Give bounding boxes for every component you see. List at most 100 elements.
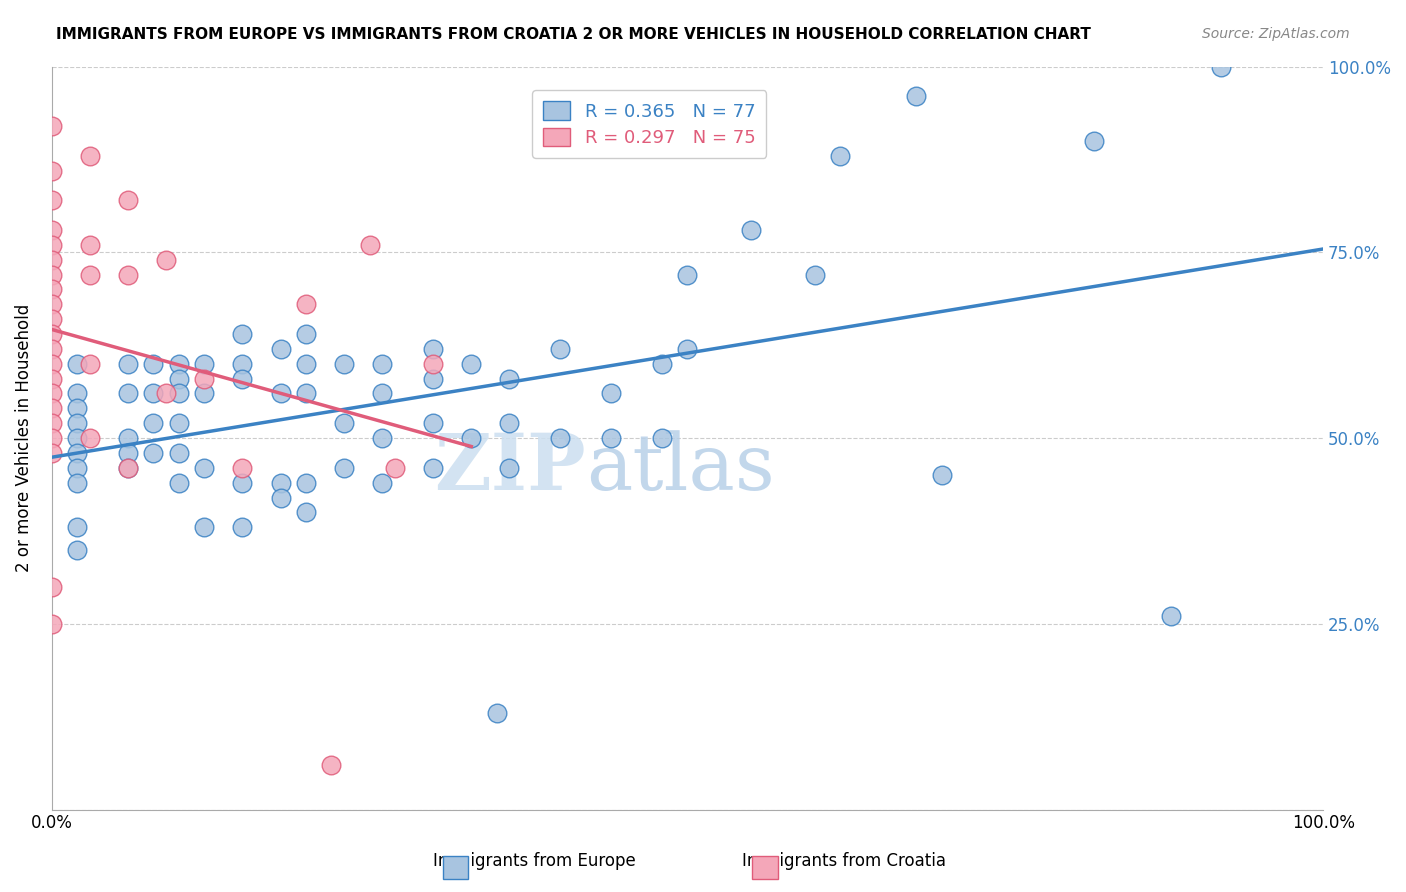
Point — [1083, 134, 1105, 148]
Point — [422, 460, 444, 475]
Point — [600, 386, 623, 401]
Point — [66, 542, 89, 557]
Point — [41, 268, 63, 282]
Point — [41, 283, 63, 297]
Point — [931, 468, 953, 483]
Point — [270, 491, 292, 505]
Point — [231, 460, 253, 475]
Point — [600, 431, 623, 445]
Point — [371, 431, 394, 445]
Point — [422, 357, 444, 371]
Point — [422, 371, 444, 385]
Point — [66, 475, 89, 490]
Point — [117, 357, 139, 371]
Point — [41, 327, 63, 342]
Point — [79, 149, 101, 163]
Point — [550, 342, 572, 356]
Point — [193, 520, 215, 534]
Point — [371, 357, 394, 371]
Point — [117, 460, 139, 475]
Point — [295, 475, 318, 490]
Point — [828, 149, 851, 163]
Point — [142, 357, 165, 371]
Point — [231, 327, 253, 342]
Point — [41, 238, 63, 252]
Point — [905, 89, 928, 103]
Point — [41, 223, 63, 237]
Point — [333, 357, 356, 371]
Point — [167, 357, 190, 371]
Point — [117, 386, 139, 401]
Point — [66, 401, 89, 416]
Point — [460, 357, 482, 371]
Point — [193, 460, 215, 475]
Point — [676, 268, 699, 282]
Point — [460, 431, 482, 445]
Point — [41, 297, 63, 311]
Point — [117, 194, 139, 208]
Point — [371, 475, 394, 490]
Point — [41, 194, 63, 208]
Legend: R = 0.365   N = 77, R = 0.297   N = 75: R = 0.365 N = 77, R = 0.297 N = 75 — [533, 90, 766, 158]
Point — [66, 460, 89, 475]
Point — [167, 475, 190, 490]
Point — [142, 416, 165, 430]
Text: Immigrants from Europe: Immigrants from Europe — [433, 852, 636, 870]
Point — [41, 163, 63, 178]
Point — [142, 386, 165, 401]
Point — [79, 268, 101, 282]
Point — [485, 706, 508, 720]
Text: Source: ZipAtlas.com: Source: ZipAtlas.com — [1202, 27, 1350, 41]
Point — [295, 297, 318, 311]
Point — [41, 616, 63, 631]
Point — [359, 238, 381, 252]
Point — [41, 357, 63, 371]
Point — [41, 416, 63, 430]
Point — [41, 446, 63, 460]
Point — [117, 268, 139, 282]
Point — [333, 460, 356, 475]
Point — [117, 460, 139, 475]
Point — [41, 252, 63, 267]
Point — [676, 342, 699, 356]
Point — [295, 357, 318, 371]
Point — [270, 386, 292, 401]
Y-axis label: 2 or more Vehicles in Household: 2 or more Vehicles in Household — [15, 304, 32, 572]
Point — [142, 446, 165, 460]
Text: Immigrants from Croatia: Immigrants from Croatia — [741, 852, 946, 870]
Point — [498, 460, 520, 475]
Point — [41, 371, 63, 385]
Point — [651, 431, 673, 445]
Point — [498, 371, 520, 385]
Point — [79, 357, 101, 371]
Point — [66, 416, 89, 430]
Point — [498, 416, 520, 430]
Point — [66, 431, 89, 445]
Point — [321, 758, 343, 772]
Point — [651, 357, 673, 371]
Point — [231, 475, 253, 490]
Point — [550, 431, 572, 445]
Point — [167, 446, 190, 460]
Point — [167, 371, 190, 385]
Point — [155, 386, 177, 401]
Point — [295, 505, 318, 519]
Point — [41, 342, 63, 356]
Point — [193, 357, 215, 371]
Point — [155, 252, 177, 267]
Point — [79, 238, 101, 252]
Point — [422, 416, 444, 430]
Text: ZIP: ZIP — [434, 430, 586, 506]
Point — [422, 342, 444, 356]
Point — [803, 268, 825, 282]
Point — [231, 520, 253, 534]
Point — [384, 460, 406, 475]
Point — [167, 416, 190, 430]
Point — [66, 386, 89, 401]
Point — [41, 580, 63, 594]
Point — [1160, 609, 1182, 624]
Point — [79, 431, 101, 445]
Point — [193, 371, 215, 385]
Point — [66, 446, 89, 460]
Point — [41, 386, 63, 401]
